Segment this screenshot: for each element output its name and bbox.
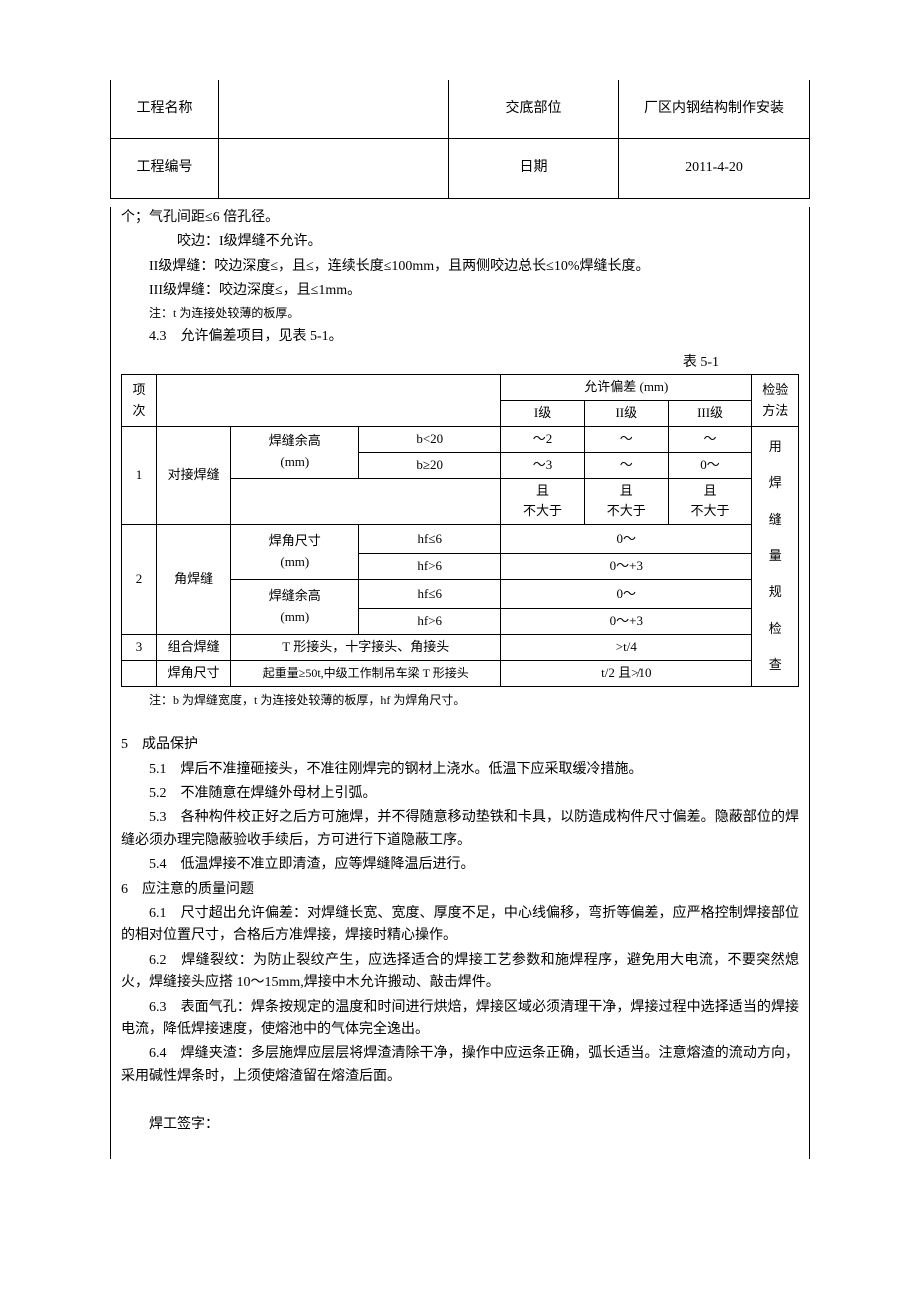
- project-name-value: [219, 80, 449, 139]
- sec5-p1: 5.1 焊后不准撞砸接头，不准往刚焊完的钢材上浇水。低温下应采取缓冷措施。: [121, 759, 799, 781]
- r3-name1: 组合焊缝: [156, 635, 230, 661]
- r1-sub3: [231, 478, 501, 525]
- pretext-line3: II级焊缝：咬边深度≤，且≤，连续长度≤100mm，且两侧咬边总长≤10%焊缝长…: [121, 256, 799, 278]
- project-no-value: [219, 139, 449, 198]
- th-desc: [156, 375, 500, 427]
- r2-no: 2: [122, 525, 157, 635]
- r1-v13: ～: [668, 426, 752, 452]
- r1-v22: ～: [584, 452, 668, 478]
- iv-1: 用: [769, 439, 782, 454]
- project-no-label: 工程编号: [111, 139, 219, 198]
- sec5-p2: 5.2 不准随意在焊缝外母材上引弧。: [121, 783, 799, 805]
- iv-3: 缝: [769, 512, 782, 527]
- sec6-p4: 6.4 焊缝夹渣：多层施焊应层层将焊渣清除干净，操作中应运条正确，弧长适当。注意…: [121, 1043, 799, 1088]
- r2-sub1-t: 焊角尺寸: [269, 533, 321, 548]
- r2-sub2-u: (mm): [280, 609, 309, 624]
- header-table: 工程名称 交底部位 厂区内钢结构制作安装 工程编号 日期 2011-4-20: [110, 80, 810, 199]
- pretext-line4: III级焊缝：咬边深度≤，且≤1mm。: [121, 280, 799, 302]
- r3-v2: t/2 且≯10: [501, 660, 752, 686]
- r1-sub1-t: 焊缝余高: [269, 433, 321, 448]
- r2-name: 角焊缝: [156, 525, 230, 635]
- iv-2: 焊: [769, 475, 782, 490]
- r1-v23: 0～: [668, 452, 752, 478]
- r3-name2: 焊角尺寸: [156, 660, 230, 686]
- content-wrapper: 个；气孔间距≤6 倍孔径。 咬边：I级焊缝不允许。 II级焊缝：咬边深度≤，且≤…: [110, 207, 810, 1159]
- pretext-line2: 咬边：I级焊缝不允许。: [121, 231, 799, 253]
- r2-cond1: hf≤6: [359, 525, 501, 554]
- r1-no: 1: [122, 426, 157, 524]
- sec6-title: 6 应注意的质量问题: [121, 879, 799, 901]
- sec6-p1: 6.1 尺寸超出允许偏差：对焊缝长宽、宽度、厚度不足，中心线偏移，弯折等偏差，应…: [121, 903, 799, 948]
- r2-sub2-t: 焊缝余高: [269, 588, 321, 603]
- r1-v11: ～2: [501, 426, 585, 452]
- r1-v33a: 且: [704, 483, 717, 498]
- r3-sub2: 起重量≥50t,中级工作制吊车梁 T 形接头: [231, 660, 501, 686]
- th-inspect-1: 检验: [762, 382, 788, 397]
- iv-5: 规: [769, 584, 782, 599]
- tolerance-table: 项 次 允许偏差 (mm) 检验 方法 I级 II级 III级 1 对接焊缝 焊…: [121, 374, 799, 686]
- pretext-note: 注：t 为连接处较薄的板厚。: [121, 304, 799, 323]
- th-tolerance: 允许偏差 (mm): [501, 375, 752, 401]
- date-value: 2011-4-20: [619, 139, 810, 198]
- r2-sub2: 焊缝余高 (mm): [231, 580, 359, 635]
- r1-sub1-u: (mm): [280, 454, 309, 469]
- r2-cond2: hf>6: [359, 554, 501, 580]
- iv-6: 检: [769, 621, 782, 636]
- r1-v32a: 且: [620, 483, 633, 498]
- r1-cond1: b<20: [359, 426, 501, 452]
- sec6-p2: 6.2 焊缝裂纹：为防止裂纹产生，应选择适合的焊接工艺参数和施焊程序，避免用大电…: [121, 950, 799, 995]
- handover-label: 交底部位: [449, 80, 619, 139]
- th-level3: III级: [668, 401, 752, 427]
- sec5-p3: 5.3 各种构件校正好之后方可施焊，并不得随意移动垫铁和卡具，以防造成构件尺寸偏…: [121, 807, 799, 852]
- th-item-no-1: 项: [132, 382, 145, 397]
- project-name-label: 工程名称: [111, 80, 219, 139]
- r3-no: 3: [122, 635, 157, 661]
- pretext-line5: 4.3 允许偏差项目，见表 5-1。: [121, 326, 799, 348]
- r2-v2: 0～+3: [501, 554, 752, 580]
- r1-v31a: 且: [536, 483, 549, 498]
- r1-v32: 且 不大于: [584, 478, 668, 525]
- table-note: 注：b 为焊缝宽度，t 为连接处较薄的板厚，hf 为焊角尺寸。: [121, 691, 799, 710]
- table-caption: 表 5-1: [121, 352, 799, 374]
- r3-sub1: T 形接头，十字接头、角接头: [231, 635, 501, 661]
- r1-name: 对接焊缝: [156, 426, 230, 524]
- pretext-line1: 个；气孔间距≤6 倍孔径。: [121, 207, 799, 229]
- th-inspect-2: 方法: [762, 403, 788, 418]
- date-label: 日期: [449, 139, 619, 198]
- iv-7: 查: [769, 657, 782, 672]
- r1-cond2: b≥20: [359, 452, 501, 478]
- th-item-no: 项 次: [122, 375, 157, 427]
- r1-v12: ～: [584, 426, 668, 452]
- handover-value: 厂区内钢结构制作安装: [619, 80, 810, 139]
- th-level1: I级: [501, 401, 585, 427]
- th-item-no-2: 次: [132, 403, 145, 418]
- th-level2: II级: [584, 401, 668, 427]
- r2-v3: 0～: [501, 580, 752, 609]
- signature-line: 焊工签字：: [121, 1114, 799, 1136]
- r2-sub1: 焊角尺寸 (mm): [231, 525, 359, 580]
- r1-v32b: 不大于: [607, 503, 646, 518]
- r2-cond3: hf≤6: [359, 580, 501, 609]
- r2-v1: 0～: [501, 525, 752, 554]
- r1-v21: ～3: [501, 452, 585, 478]
- r1-sub1: 焊缝余高 (mm): [231, 426, 359, 478]
- r3-v1: >t/4: [501, 635, 752, 661]
- sec6-p3: 6.3 表面气孔：焊条按规定的温度和时间进行烘焙，焊接区域必须清理干净，焊接过程…: [121, 997, 799, 1042]
- r1-v33b: 不大于: [691, 503, 730, 518]
- r3-no-b: [122, 660, 157, 686]
- r2-sub1-u: (mm): [280, 554, 309, 569]
- iv-4: 量: [769, 548, 782, 563]
- inspect-method: 用 焊 缝 量 规 检 查: [752, 426, 799, 686]
- th-inspect: 检验 方法: [752, 375, 799, 427]
- r1-v33: 且 不大于: [668, 478, 752, 525]
- r2-cond4: hf>6: [359, 609, 501, 635]
- r1-v31: 且 不大于: [501, 478, 585, 525]
- r2-v4: 0～+3: [501, 609, 752, 635]
- sec5-title: 5 成品保护: [121, 734, 799, 756]
- sec5-p4: 5.4 低温焊接不准立即清渣，应等焊缝降温后进行。: [121, 854, 799, 876]
- r1-v31b: 不大于: [523, 503, 562, 518]
